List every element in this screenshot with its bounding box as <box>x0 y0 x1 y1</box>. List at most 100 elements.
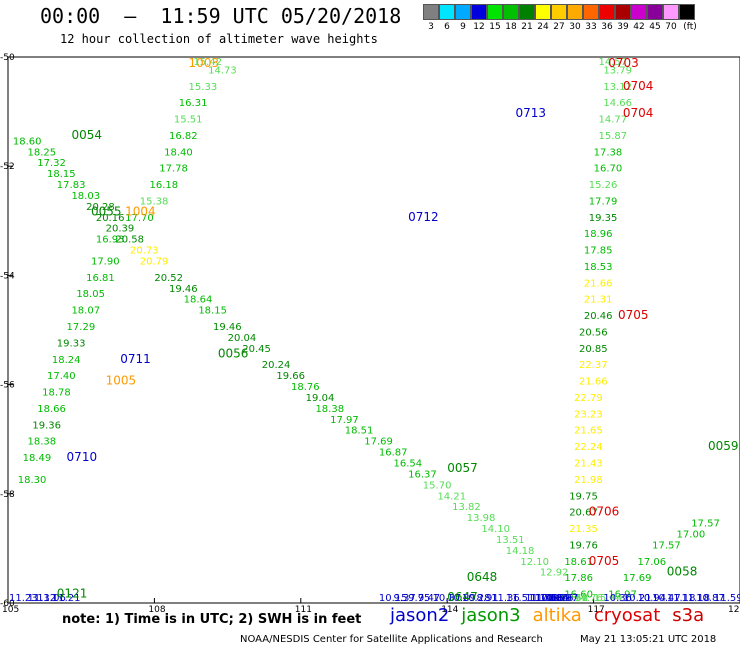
wave-height-value: 20.58 <box>115 235 144 246</box>
legend-swatch <box>519 4 535 20</box>
wave-height-value: 14.77 <box>598 115 627 126</box>
wave-height-value: 17.57 <box>652 540 681 551</box>
wave-height-value: 17.86 <box>564 573 593 584</box>
legend-label: 45 <box>649 22 661 32</box>
wave-height-value: 10.94 <box>540 593 569 604</box>
wave-height-value: 16.70 <box>594 164 623 175</box>
x-tick-label: 117 <box>588 605 605 615</box>
wave-height-value: 21.66 <box>579 377 608 388</box>
legend-swatches <box>423 4 701 20</box>
wave-height-value: 10.36 <box>603 593 632 604</box>
wave-height-value: 17.97 <box>330 415 359 426</box>
wave-height-value: 14.21 <box>437 491 466 502</box>
satellite-jason3: jason3 <box>461 605 521 626</box>
wave-height-value: 16.81 <box>86 273 115 284</box>
wave-height-value: 11.51 <box>506 593 535 604</box>
pass-time-label: 0703 <box>608 56 639 70</box>
legend-label: (ft) <box>683 22 697 32</box>
wave-height-value: 14.73 <box>208 65 237 76</box>
pass-time-label: 0706 <box>589 505 620 519</box>
wave-height-value: 16.60 <box>564 590 593 601</box>
footer-timestamp: May 21 13:05:21 UTC 2018 <box>580 634 717 645</box>
wave-height-value: 18.61 <box>564 557 593 568</box>
wave-height-value: 18.25 <box>28 147 57 158</box>
pass-time-label: 0704 <box>623 106 654 120</box>
y-tick-label: -50 <box>0 53 15 63</box>
wave-height-value: 11.32 <box>28 593 57 604</box>
wave-height-value: 18.30 <box>18 475 47 486</box>
wave-height-value: 11.21 <box>52 593 81 604</box>
wave-height-value: 17.06 <box>638 557 667 568</box>
pass-time-label: 0056 <box>218 346 249 360</box>
pass-time-label: 1003 <box>189 56 220 70</box>
legend-label: 33 <box>585 22 597 32</box>
legend-swatch <box>503 4 519 20</box>
wave-height-value: 11.66 <box>540 593 569 604</box>
wave-height-value: 10.94 <box>638 593 667 604</box>
chart-title: 00:00 – 11:59 UTC 05/20/2018 <box>40 4 402 28</box>
wave-height-value: 15.70 <box>423 480 452 491</box>
legend-swatch <box>439 4 455 20</box>
wave-height-value: 20.39 <box>106 224 135 235</box>
pass-time-label: 0705 <box>618 308 649 322</box>
legend-swatch <box>551 4 567 20</box>
wave-height-value: 18.38 <box>28 437 57 448</box>
legend-label: 27 <box>553 22 565 32</box>
wave-height-value: 10.47 <box>652 593 681 604</box>
wave-height-value: 18.60 <box>13 136 42 147</box>
wave-height-value: 21.66 <box>584 278 613 289</box>
wave-height-value: 15.26 <box>589 180 618 191</box>
wave-height-value: 18.24 <box>52 355 81 366</box>
wave-height-value: 19.75 <box>569 491 598 502</box>
wave-height-value: 16.87 <box>379 448 408 459</box>
wave-height-value: 15.51 <box>174 115 203 126</box>
legend-swatch <box>615 4 631 20</box>
legend-swatch <box>455 4 471 20</box>
wave-height-value: 18.78 <box>42 388 71 399</box>
y-tick-label: -56 <box>0 381 15 391</box>
legend-label: 24 <box>537 22 549 32</box>
wave-height-value: 18.76 <box>291 382 320 393</box>
wave-height-value: 17.69 <box>623 573 652 584</box>
satellite-jason2: jason2 <box>390 605 450 626</box>
legend-swatch <box>583 4 599 20</box>
wave-height-value: 10.21 <box>623 593 652 604</box>
wave-height-value: 19.36 <box>32 420 61 431</box>
wave-height-value: 16.93 <box>96 235 125 246</box>
wave-height-value: 17.78 <box>159 164 188 175</box>
wave-height-value: 9.47 <box>418 593 440 604</box>
legend-label: 15 <box>489 22 501 32</box>
wave-height-value: 15.42 <box>193 57 222 68</box>
wave-height-value: 22.37 <box>579 360 608 371</box>
wave-height-value: 10.97 <box>550 593 579 604</box>
pass-time-label: 0059 <box>708 439 739 453</box>
wave-height-value: 18.53 <box>584 262 613 273</box>
legend-label: 6 <box>444 22 450 32</box>
wave-height-value: 16.37 <box>408 469 437 480</box>
wave-height-value: 19.66 <box>276 371 305 382</box>
wave-height-value: 17.29 <box>67 322 96 333</box>
satellite-altika: altika <box>532 605 582 626</box>
wave-height-value: 21.43 <box>574 459 603 470</box>
wave-height-value: 17.38 <box>594 147 623 158</box>
legend-swatch <box>535 4 551 20</box>
wave-height-value: 8.91 <box>476 593 498 604</box>
wave-height-value: 19.76 <box>569 540 598 551</box>
wave-height-value: 11.18 <box>681 593 710 604</box>
wave-height-value: 10.15 <box>379 593 408 604</box>
legend-swatch <box>631 4 647 20</box>
wave-height-value: 22.24 <box>574 442 603 453</box>
legend-swatch <box>471 4 487 20</box>
wave-height-value: 17.79 <box>589 196 618 207</box>
wave-height-value: 11.23 <box>9 593 38 604</box>
pass-time-label: 0648 <box>467 570 498 584</box>
wave-height-value: 17.90 <box>91 256 120 267</box>
pass-time-label: 0054 <box>71 128 102 142</box>
pass-time-label: 0710 <box>67 450 98 464</box>
wave-height-value: 18.07 <box>71 306 100 317</box>
color-legend: 3 6 9 12 15 18 21 24 27 30 33 36 39 42 45 70 (ft) <box>423 4 701 34</box>
wave-height-value: 15.38 <box>140 196 169 207</box>
wave-height-value: 11.36 <box>491 593 520 604</box>
